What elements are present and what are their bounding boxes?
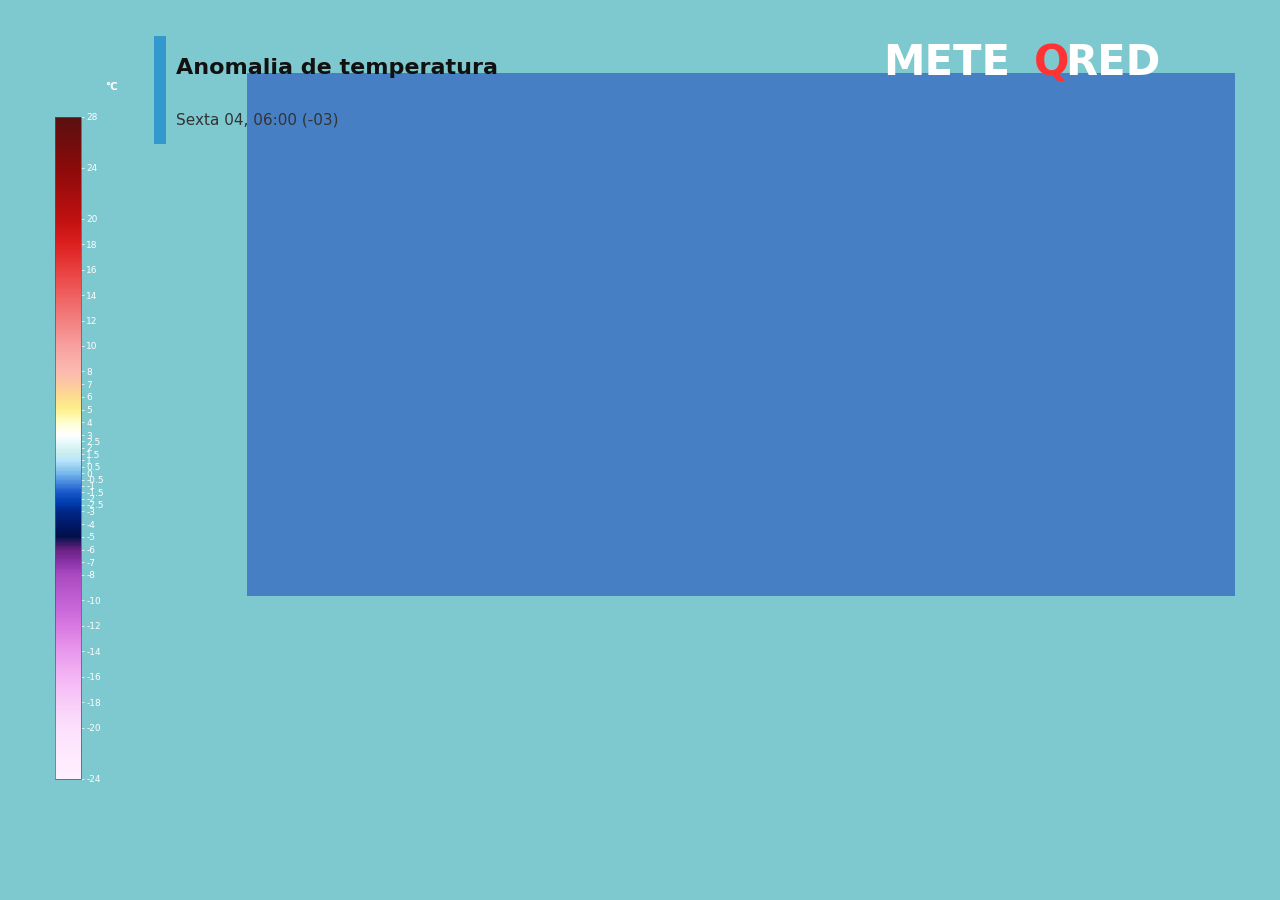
Text: Anomalia de temperatura: Anomalia de temperatura bbox=[177, 58, 498, 78]
Text: Sexta 04, 06:00 (-03): Sexta 04, 06:00 (-03) bbox=[177, 112, 339, 128]
Bar bbox=[247, 73, 1235, 596]
Bar bbox=[154, 36, 166, 144]
Text: Q: Q bbox=[1034, 42, 1070, 84]
Text: METE: METE bbox=[883, 42, 1010, 84]
Text: °C: °C bbox=[105, 82, 118, 92]
Text: RED: RED bbox=[1065, 42, 1160, 84]
